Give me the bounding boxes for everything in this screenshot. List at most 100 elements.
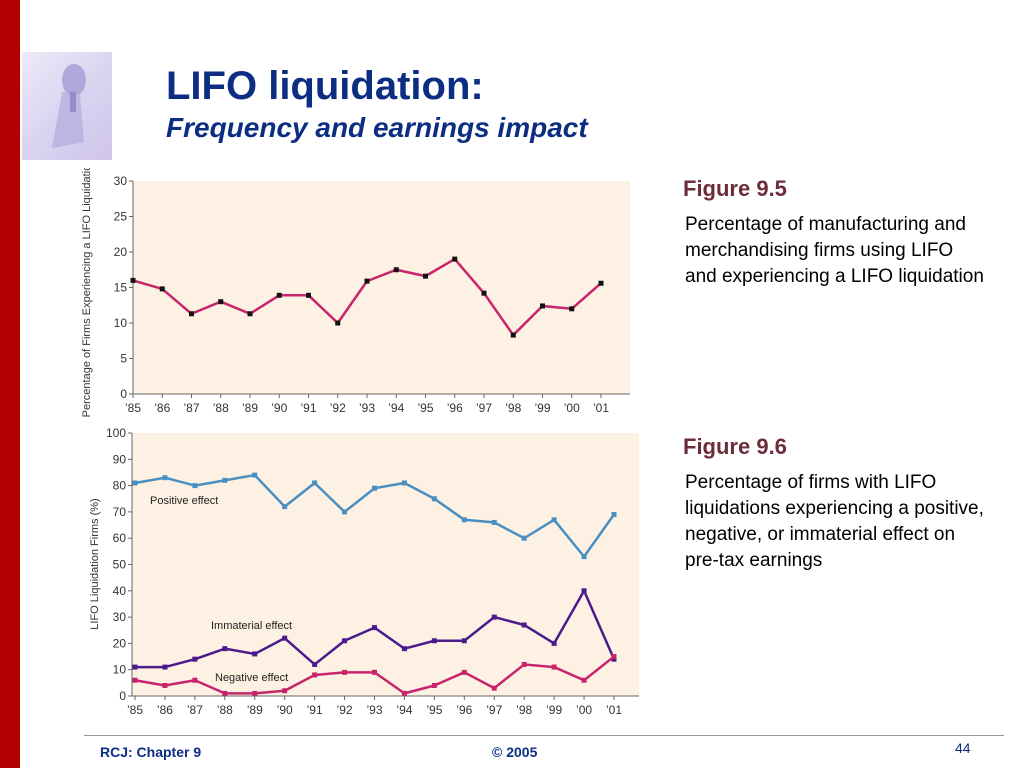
data-point [569,306,575,312]
x-tick-label: ’86 [157,703,173,717]
data-point [581,677,587,683]
x-tick-label: ’90 [271,401,287,415]
data-point [342,638,348,644]
data-point [372,625,377,631]
x-tick-label: ’01 [593,401,609,415]
x-tick-label: ’88 [217,703,233,717]
x-tick-label: ’89 [242,401,258,415]
footer-divider [84,735,1004,736]
y-tick-label: 0 [119,689,126,703]
series-label-negative: Negative effect [215,672,288,684]
data-point [282,504,288,510]
data-point [491,519,497,525]
x-tick-label: ’85 [125,401,141,415]
plot-area [133,181,630,394]
data-point [335,320,341,326]
data-point [581,588,587,594]
data-point [192,483,198,489]
data-point [452,256,458,262]
data-point [491,685,497,691]
x-tick-label: ’97 [476,401,492,415]
x-tick-label: ’92 [337,703,353,717]
data-point [222,477,228,483]
data-point [306,292,311,298]
x-tick-label: ’88 [213,401,229,415]
data-point [192,656,198,662]
data-point [162,475,168,481]
x-tick-label: ’96 [456,703,472,717]
data-point [364,278,370,284]
x-tick-label: ’87 [183,401,199,415]
data-point [461,517,467,523]
figure-caption: Percentage of firms with LIFO liquidatio… [685,472,984,571]
x-tick-label: ’95 [417,401,433,415]
series-label-immaterial: Immaterial effect [211,620,292,632]
x-tick-label: ’93 [359,401,375,415]
page-title: LIFO liquidation: [166,64,484,108]
data-point [551,517,557,523]
figure-caption: Percentage of manufacturing and merchand… [685,214,984,287]
x-tick-label: ’90 [277,703,293,717]
plot-area [132,433,639,696]
data-point [252,472,258,478]
x-tick-label: ’91 [300,401,316,415]
data-point [431,496,437,502]
y-tick-label: 25 [114,210,128,224]
x-tick-label: ’91 [307,703,323,717]
x-tick-label: ’97 [486,703,502,717]
data-point [401,480,407,486]
data-point [252,690,258,696]
y-tick-label: 90 [113,452,127,466]
y-tick-label: 15 [114,281,128,295]
data-point [222,646,228,652]
y-tick-label: 30 [114,174,128,188]
silhouette-icon [52,64,86,148]
x-tick-label: ’92 [330,401,346,415]
y-tick-label: 70 [113,505,127,519]
x-tick-label: ’00 [576,703,592,717]
data-point [551,664,557,670]
data-point [218,299,224,305]
data-point [461,669,467,675]
data-point [431,638,437,644]
data-point [461,638,467,644]
x-tick-label: ’93 [366,703,382,717]
data-point [132,480,138,486]
y-tick-label: 5 [120,352,127,366]
data-point [393,267,399,273]
y-tick-label: 10 [113,663,127,677]
x-tick-label: ’98 [505,401,521,415]
x-tick-label: ’00 [564,401,580,415]
data-point [222,690,228,696]
y-axis-label: LIFO Liquidation Firms (%) [89,498,101,629]
y-tick-label: 20 [114,245,128,259]
x-tick-label: ’01 [606,703,622,717]
y-tick-label: 20 [113,636,127,650]
data-point [372,669,377,675]
x-tick-label: ’94 [396,703,412,717]
page-number: 44 [955,740,971,756]
x-tick-label: ’86 [154,401,170,415]
data-point [401,646,407,652]
data-point [510,332,516,338]
footer-copyright: © 2005 [492,744,538,760]
figure-label: Figure 9.6 [683,434,787,459]
data-point [132,677,138,683]
data-point [401,690,407,696]
decorative-image [22,52,112,160]
data-point [159,286,165,292]
data-point [162,682,168,688]
y-tick-label: 0 [120,387,127,401]
x-tick-label: ’99 [534,401,550,415]
data-point [282,688,288,694]
footer-chapter: RCJ: Chapter 9 [100,744,202,760]
page-subtitle: Frequency and earnings impact [166,112,588,143]
x-tick-label: ’87 [187,703,203,717]
figure-label: Figure 9.5 [683,176,787,201]
data-point [130,277,136,283]
chart-lifo-effect-on-earnings: 0 10 20 30 40 50 60 70 80 90 100 ’85 ’86 ’87 ’88 ’89 ’9… [89,426,639,717]
data-point [611,656,617,662]
data-point [342,669,348,675]
data-point [312,672,318,678]
data-point [276,292,282,298]
